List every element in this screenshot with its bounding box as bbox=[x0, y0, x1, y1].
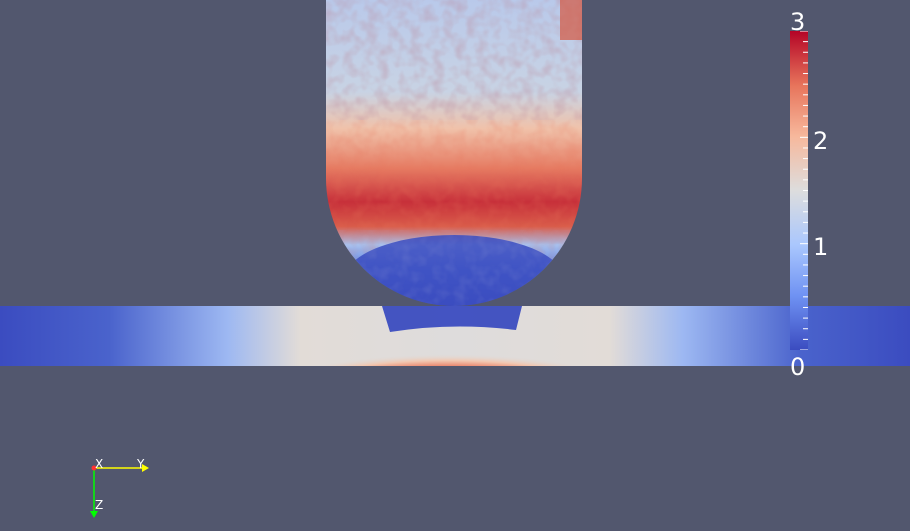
channel-domain bbox=[0, 306, 910, 366]
scalar-bar-label-3: 3 bbox=[790, 8, 806, 36]
scalar-bar-ticks bbox=[800, 31, 808, 350]
x-axis-point bbox=[91, 465, 97, 471]
scalar-bar bbox=[790, 31, 808, 350]
y-axis-label: Y bbox=[137, 457, 145, 471]
scalar-bar-label-2: 2 bbox=[813, 127, 829, 155]
x-axis-label: X bbox=[95, 457, 104, 471]
scalar-bar-label-0: 0 bbox=[790, 353, 806, 381]
orientation-axes bbox=[90, 464, 149, 518]
scalar-bar-label-1: 1 bbox=[813, 233, 829, 261]
z-axis-label: Z bbox=[95, 498, 104, 512]
z-axis-arrow bbox=[90, 511, 98, 518]
tube-domain bbox=[326, 0, 582, 306]
y-axis-arrow bbox=[142, 464, 149, 472]
